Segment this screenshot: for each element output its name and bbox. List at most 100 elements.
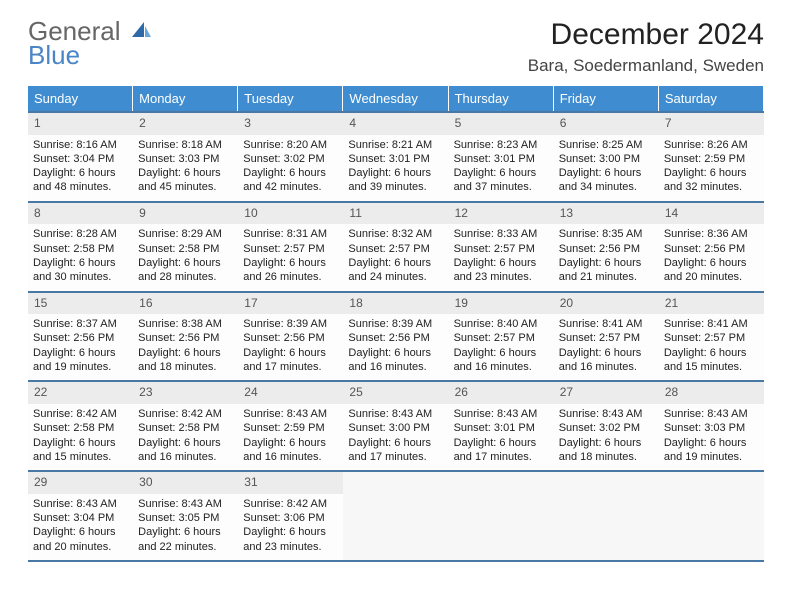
sunrise: Sunrise: 8:43 AM bbox=[243, 407, 338, 421]
daylight: Daylight: 6 hours and 16 minutes. bbox=[559, 346, 654, 375]
day-number: 14 bbox=[659, 203, 764, 225]
day-number: 2 bbox=[133, 113, 238, 135]
weekday-header: Monday bbox=[133, 86, 238, 111]
day-number: 28 bbox=[659, 382, 764, 404]
calendar-cell: 12Sunrise: 8:33 AMSunset: 2:57 PMDayligh… bbox=[449, 201, 554, 291]
sunrise: Sunrise: 8:40 AM bbox=[454, 317, 549, 331]
sunrise: Sunrise: 8:28 AM bbox=[33, 227, 128, 241]
sunset: Sunset: 2:56 PM bbox=[33, 331, 128, 345]
day-info: Sunrise: 8:31 AMSunset: 2:57 PMDaylight:… bbox=[243, 227, 338, 284]
sunset: Sunset: 2:59 PM bbox=[243, 421, 338, 435]
daylight: Daylight: 6 hours and 45 minutes. bbox=[138, 166, 233, 195]
sunset: Sunset: 2:58 PM bbox=[33, 242, 128, 256]
day-info: Sunrise: 8:37 AMSunset: 2:56 PMDaylight:… bbox=[33, 317, 128, 374]
calendar-cell: 20Sunrise: 8:41 AMSunset: 2:57 PMDayligh… bbox=[554, 291, 659, 381]
day-number: 27 bbox=[554, 382, 659, 404]
day-info: Sunrise: 8:43 AMSunset: 3:03 PMDaylight:… bbox=[664, 407, 759, 464]
calendar-cell: 28 Sunrise: 8:43 AMSunset: 3:03 PMDayligh… bbox=[659, 380, 764, 470]
sunrise: Sunrise: 8:43 AM bbox=[33, 497, 128, 511]
day-info: Sunrise: 8:35 AMSunset: 2:56 PMDaylight:… bbox=[559, 227, 654, 284]
sunrise: Sunrise: 8:43 AM bbox=[664, 407, 759, 421]
day-number: 31 bbox=[238, 472, 343, 494]
sunset: Sunset: 2:57 PM bbox=[454, 242, 549, 256]
day-number: 19 bbox=[449, 293, 554, 315]
sunset: Sunset: 2:56 PM bbox=[348, 331, 443, 345]
logo-text: General Blue bbox=[28, 18, 152, 68]
sunrise: Sunrise: 8:43 AM bbox=[348, 407, 443, 421]
logo: General Blue bbox=[28, 18, 152, 68]
sail-icon bbox=[130, 18, 152, 44]
sunset: Sunset: 3:03 PM bbox=[664, 421, 759, 435]
daylight: Daylight: 6 hours and 21 minutes. bbox=[559, 256, 654, 285]
day-number: 15 bbox=[28, 293, 133, 315]
daylight: Daylight: 6 hours and 15 minutes. bbox=[664, 346, 759, 375]
daylight: Daylight: 6 hours and 17 minutes. bbox=[454, 436, 549, 465]
day-info: Sunrise: 8:40 AMSunset: 2:57 PMDaylight:… bbox=[454, 317, 549, 374]
weekday-header: Wednesday bbox=[343, 86, 448, 111]
sunset: Sunset: 2:58 PM bbox=[138, 421, 233, 435]
calendar-cell: 29Sunrise: 8:43 AMSunset: 3:04 PMDayligh… bbox=[28, 470, 133, 560]
day-number: 3 bbox=[238, 113, 343, 135]
day-number: 10 bbox=[238, 203, 343, 225]
daylight: Daylight: 6 hours and 16 minutes. bbox=[138, 436, 233, 465]
calendar-cell: 22Sunrise: 8:42 AMSunset: 2:58 PMDayligh… bbox=[28, 380, 133, 470]
day-info: Sunrise: 8:20 AMSunset: 3:02 PMDaylight:… bbox=[243, 138, 338, 195]
day-info: Sunrise: 8:39 AMSunset: 2:56 PMDaylight:… bbox=[348, 317, 443, 374]
day-info: Sunrise: 8:42 AMSunset: 2:58 PMDaylight:… bbox=[138, 407, 233, 464]
day-info: Sunrise: 8:43 AMSunset: 2:59 PMDaylight:… bbox=[243, 407, 338, 464]
day-number: 24 bbox=[238, 382, 343, 404]
day-number: 16 bbox=[133, 293, 238, 315]
sunrise: Sunrise: 8:16 AM bbox=[33, 138, 128, 152]
day-info: Sunrise: 8:43 AMSunset: 3:01 PMDaylight:… bbox=[454, 407, 549, 464]
weekday-header: Thursday bbox=[449, 86, 554, 111]
calendar-grid: SundayMondayTuesdayWednesdayThursdayFrid… bbox=[28, 86, 764, 562]
day-number: 4 bbox=[343, 113, 448, 135]
daylight: Daylight: 6 hours and 22 minutes. bbox=[138, 525, 233, 554]
day-number: 18 bbox=[343, 293, 448, 315]
sunset: Sunset: 3:03 PM bbox=[138, 152, 233, 166]
weekday-header: Friday bbox=[554, 86, 659, 111]
sunrise: Sunrise: 8:43 AM bbox=[454, 407, 549, 421]
sunrise: Sunrise: 8:37 AM bbox=[33, 317, 128, 331]
sunset: Sunset: 2:57 PM bbox=[454, 331, 549, 345]
daylight: Daylight: 6 hours and 19 minutes. bbox=[664, 436, 759, 465]
day-info: Sunrise: 8:33 AMSunset: 2:57 PMDaylight:… bbox=[454, 227, 549, 284]
calendar-cell: 1Sunrise: 8:16 AMSunset: 3:04 PMDaylight… bbox=[28, 111, 133, 201]
sunset: Sunset: 3:00 PM bbox=[348, 421, 443, 435]
day-info: Sunrise: 8:32 AMSunset: 2:57 PMDaylight:… bbox=[348, 227, 443, 284]
daylight: Daylight: 6 hours and 39 minutes. bbox=[348, 166, 443, 195]
day-number: 26 bbox=[449, 382, 554, 404]
calendar-cell: 2 Sunrise: 8:18 AMSunset: 3:03 PMDaylight… bbox=[133, 111, 238, 201]
sunset: Sunset: 2:57 PM bbox=[243, 242, 338, 256]
day-number: 5 bbox=[449, 113, 554, 135]
sunrise: Sunrise: 8:20 AM bbox=[243, 138, 338, 152]
sunrise: Sunrise: 8:23 AM bbox=[454, 138, 549, 152]
day-info: Sunrise: 8:43 AMSunset: 3:02 PMDaylight:… bbox=[559, 407, 654, 464]
day-info: Sunrise: 8:26 AMSunset: 2:59 PMDaylight:… bbox=[664, 138, 759, 195]
calendar-cell-empty bbox=[449, 470, 554, 560]
daylight: Daylight: 6 hours and 23 minutes. bbox=[454, 256, 549, 285]
day-number: 6 bbox=[554, 113, 659, 135]
sunrise: Sunrise: 8:21 AM bbox=[348, 138, 443, 152]
daylight: Daylight: 6 hours and 24 minutes. bbox=[348, 256, 443, 285]
day-number: 1 bbox=[28, 113, 133, 135]
calendar-cell: 5Sunrise: 8:23 AMSunset: 3:01 PMDaylight… bbox=[449, 111, 554, 201]
sunset: Sunset: 3:00 PM bbox=[559, 152, 654, 166]
daylight: Daylight: 6 hours and 20 minutes. bbox=[664, 256, 759, 285]
sunset: Sunset: 3:05 PM bbox=[138, 511, 233, 525]
calendar-cell-empty bbox=[554, 470, 659, 560]
daylight: Daylight: 6 hours and 16 minutes. bbox=[243, 436, 338, 465]
sunrise: Sunrise: 8:18 AM bbox=[138, 138, 233, 152]
sunset: Sunset: 3:02 PM bbox=[243, 152, 338, 166]
sunset: Sunset: 2:59 PM bbox=[664, 152, 759, 166]
daylight: Daylight: 6 hours and 30 minutes. bbox=[33, 256, 128, 285]
sunrise: Sunrise: 8:39 AM bbox=[348, 317, 443, 331]
weekday-header: Saturday bbox=[659, 86, 764, 111]
sunset: Sunset: 3:01 PM bbox=[454, 152, 549, 166]
calendar-cell: 26 Sunrise: 8:43 AMSunset: 3:01 PMDayligh… bbox=[449, 380, 554, 470]
day-number: 22 bbox=[28, 382, 133, 404]
weekday-header: Tuesday bbox=[238, 86, 343, 111]
sunset: Sunset: 2:56 PM bbox=[664, 242, 759, 256]
daylight: Daylight: 6 hours and 16 minutes. bbox=[348, 346, 443, 375]
daylight: Daylight: 6 hours and 34 minutes. bbox=[559, 166, 654, 195]
